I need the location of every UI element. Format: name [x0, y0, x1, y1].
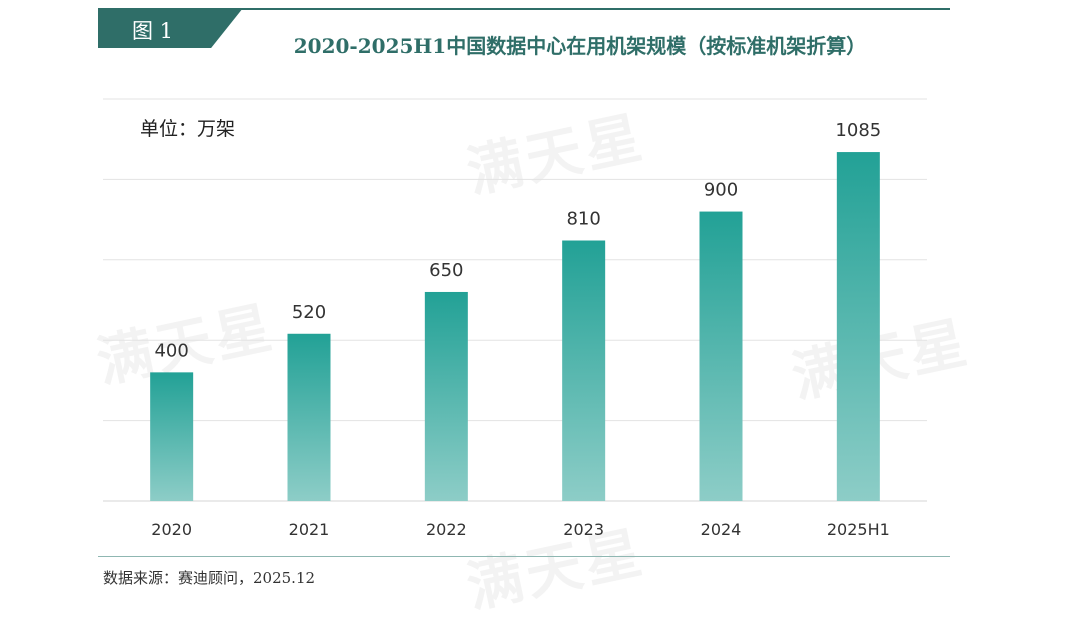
data-label-2021: 520	[292, 302, 326, 323]
bar-chart: 400 2020 520 2021 650 2022 810 2023 900 2024 1085 2…	[103, 98, 927, 539]
data-label-2025H1: 1085	[835, 120, 881, 141]
bar-2020	[150, 372, 194, 501]
bar-2021	[287, 333, 331, 501]
x-tick-label-2022: 2022	[426, 520, 467, 539]
bar-2023	[562, 240, 606, 501]
header-rule	[98, 8, 950, 10]
x-tick-label-2023: 2023	[563, 520, 604, 539]
data-label-2023: 810	[566, 209, 600, 230]
data-label-2022: 650	[429, 260, 463, 281]
chart-title: 2020-2025H1中国数据中心在用机架规模（按标准机架折算）	[293, 34, 867, 58]
x-tick-label-2024: 2024	[701, 520, 742, 539]
x-tick-label-2021: 2021	[289, 520, 330, 539]
figure-label: 图 1	[132, 19, 174, 43]
bar-2025H1	[836, 152, 880, 501]
chart-frame: 图 1 2020-2025H1中国数据中心在用机架规模（按标准机架折算） 满天星…	[91, 8, 976, 621]
data-label-2024: 900	[704, 180, 738, 201]
x-tick-label-2025H1: 2025H1	[827, 520, 890, 539]
bar-2022	[424, 291, 468, 501]
unit-label: 单位：万架	[140, 118, 236, 140]
data-label-2020: 400	[154, 340, 188, 361]
bottom-rule	[98, 556, 950, 557]
x-tick-label-2020: 2020	[151, 520, 192, 539]
source-note: 数据来源：赛迪顾问，2025.12	[103, 569, 316, 587]
bar-2024	[699, 211, 743, 501]
